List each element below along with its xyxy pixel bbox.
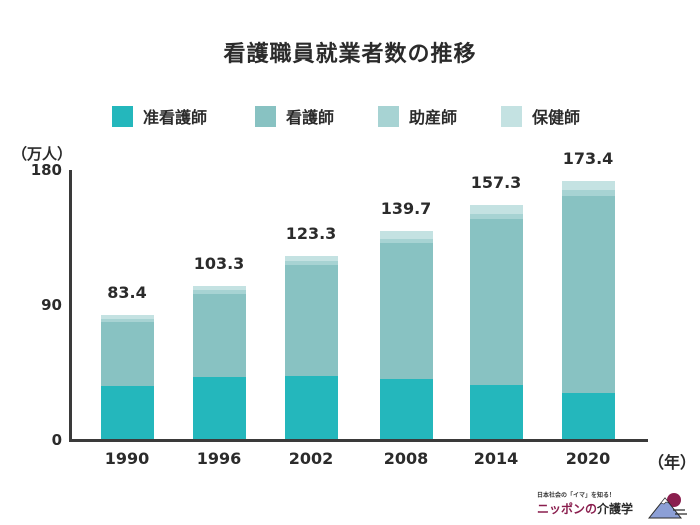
bar-segment	[380, 238, 433, 243]
bar-segment	[470, 219, 523, 386]
bar-segment	[470, 385, 523, 440]
legend-swatch-icon	[255, 105, 276, 127]
logo-name-dark: 介護学	[597, 502, 634, 516]
legend-swatch-icon	[501, 105, 522, 127]
bar-segment	[285, 265, 338, 376]
x-tick-2002: 2002	[288, 449, 334, 468]
y-tick-180: 180	[30, 161, 62, 179]
bar-2002	[285, 255, 338, 440]
logo-name-colored: ニッポンの	[537, 502, 598, 516]
bar-segment	[562, 190, 615, 197]
y-axis-unit: （万人）	[12, 145, 73, 163]
x-tick-2008: 2008	[383, 449, 429, 468]
x-tick-2014: 2014	[473, 449, 519, 468]
bar-segment	[101, 386, 154, 440]
legend-item-assistant-nurse: 准看護師	[112, 102, 207, 130]
bar-total-label: 139.7	[380, 199, 432, 219]
bar-segment	[285, 261, 338, 266]
bar-segment	[470, 213, 523, 220]
bar-segment	[380, 242, 433, 380]
x-axis-unit: （年）	[648, 453, 697, 472]
bar-segment	[380, 231, 433, 239]
bar-segment	[193, 290, 246, 294]
logo-tagline: 日本社会の「イマ」を知る！	[537, 492, 616, 499]
y-axis-line	[69, 170, 72, 442]
bar-segment	[562, 180, 615, 191]
legend-item-nurse: 看護師	[255, 102, 334, 130]
bar-segment	[562, 392, 615, 440]
legend-label: 助産師	[409, 108, 458, 127]
chart-title: 看護職員就業者数の推移	[223, 42, 477, 67]
bar-segment	[193, 377, 246, 440]
bar-segment	[101, 318, 154, 322]
bar-segment	[101, 321, 154, 387]
logo-name: ニッポンの介護学	[537, 500, 633, 517]
bar-total-label: 173.4	[562, 148, 614, 168]
legend-label: 保健師	[532, 108, 581, 127]
x-tick-1996: 1996	[196, 449, 242, 468]
bar-segment	[193, 293, 246, 378]
legend-swatch-icon	[112, 105, 133, 127]
legend: 准看護師 看護師 助産師 保健師	[112, 102, 612, 130]
legend-label: 准看護師	[143, 108, 208, 127]
bar-segment	[470, 204, 523, 214]
bar-total-label: 103.3	[193, 253, 245, 273]
x-axis-line	[69, 439, 648, 442]
bar-1996	[193, 285, 246, 440]
legend-label: 看護師	[286, 108, 335, 127]
y-tick-0: 0	[51, 431, 62, 449]
bar-segment	[193, 285, 246, 291]
bar-total-label: 157.3	[470, 172, 522, 192]
bar-1990	[101, 315, 154, 440]
bar-segment	[562, 196, 615, 393]
legend-item-public-health-nurse: 保健師	[501, 102, 580, 130]
legend-swatch-icon	[378, 105, 399, 127]
bar-2008	[380, 231, 433, 440]
mount-fuji-icon	[647, 493, 687, 519]
bar-segment	[285, 255, 338, 262]
bar-segment	[285, 375, 338, 440]
bar-total-label: 123.3	[285, 223, 337, 243]
site-logo: 日本社会の「イマ」を知る！ ニッポンの介護学	[537, 490, 687, 520]
bar-segment	[101, 315, 154, 319]
bar-2020	[562, 180, 615, 440]
legend-item-midwife: 助産師	[378, 102, 457, 130]
x-tick-2020: 2020	[565, 449, 611, 468]
bar-total-label: 83.4	[107, 283, 147, 303]
bar-segment	[380, 379, 433, 440]
x-tick-1990: 1990	[104, 449, 150, 468]
y-tick-90: 90	[41, 296, 62, 314]
bar-2014	[470, 204, 523, 440]
